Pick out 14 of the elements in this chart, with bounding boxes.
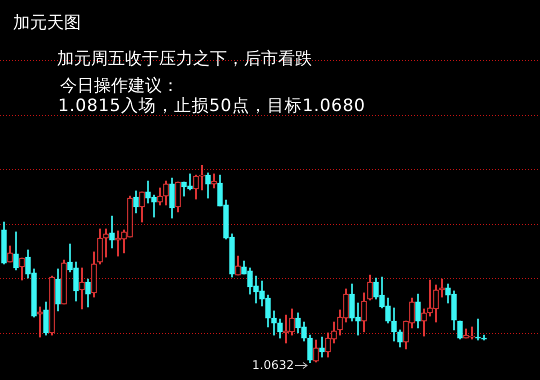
candlestick [319, 336, 325, 358]
candlestick [103, 228, 109, 258]
candlestick [109, 216, 115, 248]
candlestick [37, 306, 43, 338]
text: 1.0815入场，止损50点，目标1.0680 [58, 96, 366, 116]
chart-title: 加元天图 [13, 13, 81, 33]
candlestick [439, 278, 445, 298]
candlestick [79, 268, 85, 310]
candlestick [475, 318, 481, 340]
candlestick [211, 174, 217, 188]
annotation: 1.0632 [252, 358, 294, 372]
candlestick [271, 310, 277, 336]
text: 今日操作建议： [60, 76, 179, 96]
text: 加元周五收于压力之下，后市看跌 [57, 49, 312, 69]
